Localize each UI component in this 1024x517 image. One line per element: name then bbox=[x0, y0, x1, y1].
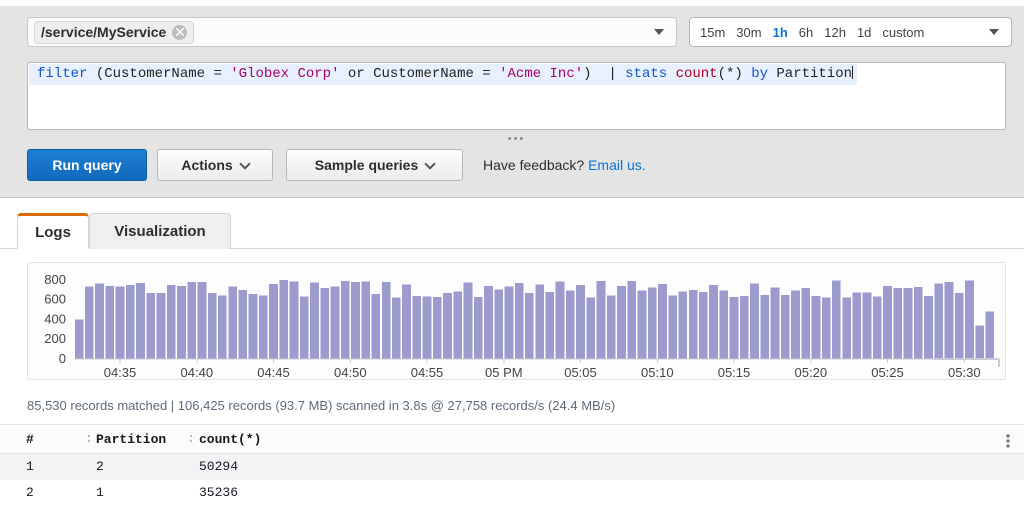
svg-text:800: 800 bbox=[44, 272, 66, 287]
svg-text:200: 200 bbox=[44, 331, 66, 346]
svg-text:05:30: 05:30 bbox=[948, 365, 981, 380]
svg-text:05:05: 05:05 bbox=[564, 365, 597, 380]
svg-text:400: 400 bbox=[44, 312, 66, 327]
svg-text:05:15: 05:15 bbox=[718, 365, 751, 380]
svg-text:05 PM: 05 PM bbox=[485, 365, 523, 380]
svg-text:04:35: 04:35 bbox=[104, 365, 137, 380]
svg-text:600: 600 bbox=[44, 292, 66, 307]
svg-text:04:45: 04:45 bbox=[257, 365, 290, 380]
svg-text:04:50: 04:50 bbox=[334, 365, 367, 380]
svg-text:05:25: 05:25 bbox=[871, 365, 904, 380]
svg-text:04:55: 04:55 bbox=[411, 365, 444, 380]
svg-text:05:10: 05:10 bbox=[641, 365, 674, 380]
svg-text:0: 0 bbox=[59, 351, 66, 366]
svg-text:05:20: 05:20 bbox=[795, 365, 828, 380]
svg-text:04:40: 04:40 bbox=[181, 365, 214, 380]
